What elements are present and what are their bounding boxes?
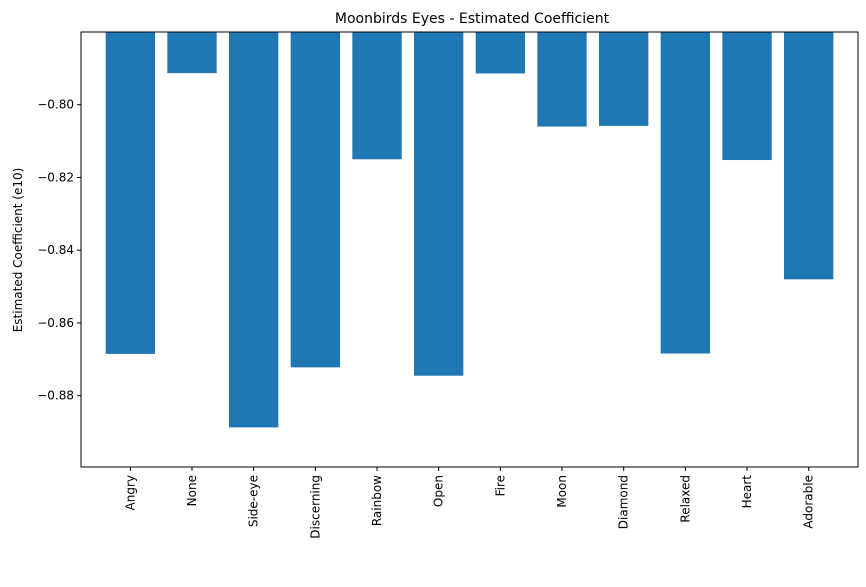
x-tick-label: Side-eye xyxy=(247,475,261,527)
bar-none xyxy=(167,32,217,74)
chart-title: Moonbirds Eyes - Estimated Coefficient xyxy=(335,11,610,27)
y-tick-label: −0.86 xyxy=(37,316,74,330)
x-tick-label: Relaxed xyxy=(678,475,692,523)
bar-moon xyxy=(537,32,587,127)
x-tick-label: Rainbow xyxy=(370,475,384,526)
bar-adorable xyxy=(784,32,834,280)
y-axis-ticks: −0.88 −0.86 −0.84 −0.82 −0.80 xyxy=(37,98,81,403)
y-tick-label: −0.82 xyxy=(37,170,74,184)
plot-frame xyxy=(80,31,859,468)
x-tick-label: Open xyxy=(432,475,446,507)
bar-side-eye xyxy=(229,32,279,428)
bar-diamond xyxy=(599,32,649,126)
bars-group xyxy=(105,32,834,428)
x-tick-label: None xyxy=(185,475,199,506)
x-tick-label: Fire xyxy=(493,475,507,496)
y-axis-label: Estimated Coefficient (e10) xyxy=(11,168,25,333)
bar-open xyxy=(414,32,464,376)
y-tick-label: −0.80 xyxy=(37,98,74,112)
x-axis-ticks: Angry None Side-eye Discerning Rainbow Open Fi… xyxy=(123,467,816,539)
x-tick-label: Moon xyxy=(555,475,569,508)
bar-rainbow xyxy=(352,32,402,160)
x-tick-label: Discerning xyxy=(308,475,322,539)
bar-discerning xyxy=(290,32,340,368)
y-tick-label: −0.88 xyxy=(37,389,74,403)
x-tick-label: Angry xyxy=(123,475,137,510)
y-tick-label: −0.84 xyxy=(37,243,74,257)
x-tick-label: Diamond xyxy=(617,475,631,529)
x-tick-label: Adorable xyxy=(802,475,816,529)
bar-relaxed xyxy=(660,32,710,354)
bar-fire xyxy=(475,32,525,74)
x-tick-label: Heart xyxy=(740,475,754,509)
bar-heart xyxy=(722,32,772,161)
bar-angry xyxy=(105,32,155,354)
